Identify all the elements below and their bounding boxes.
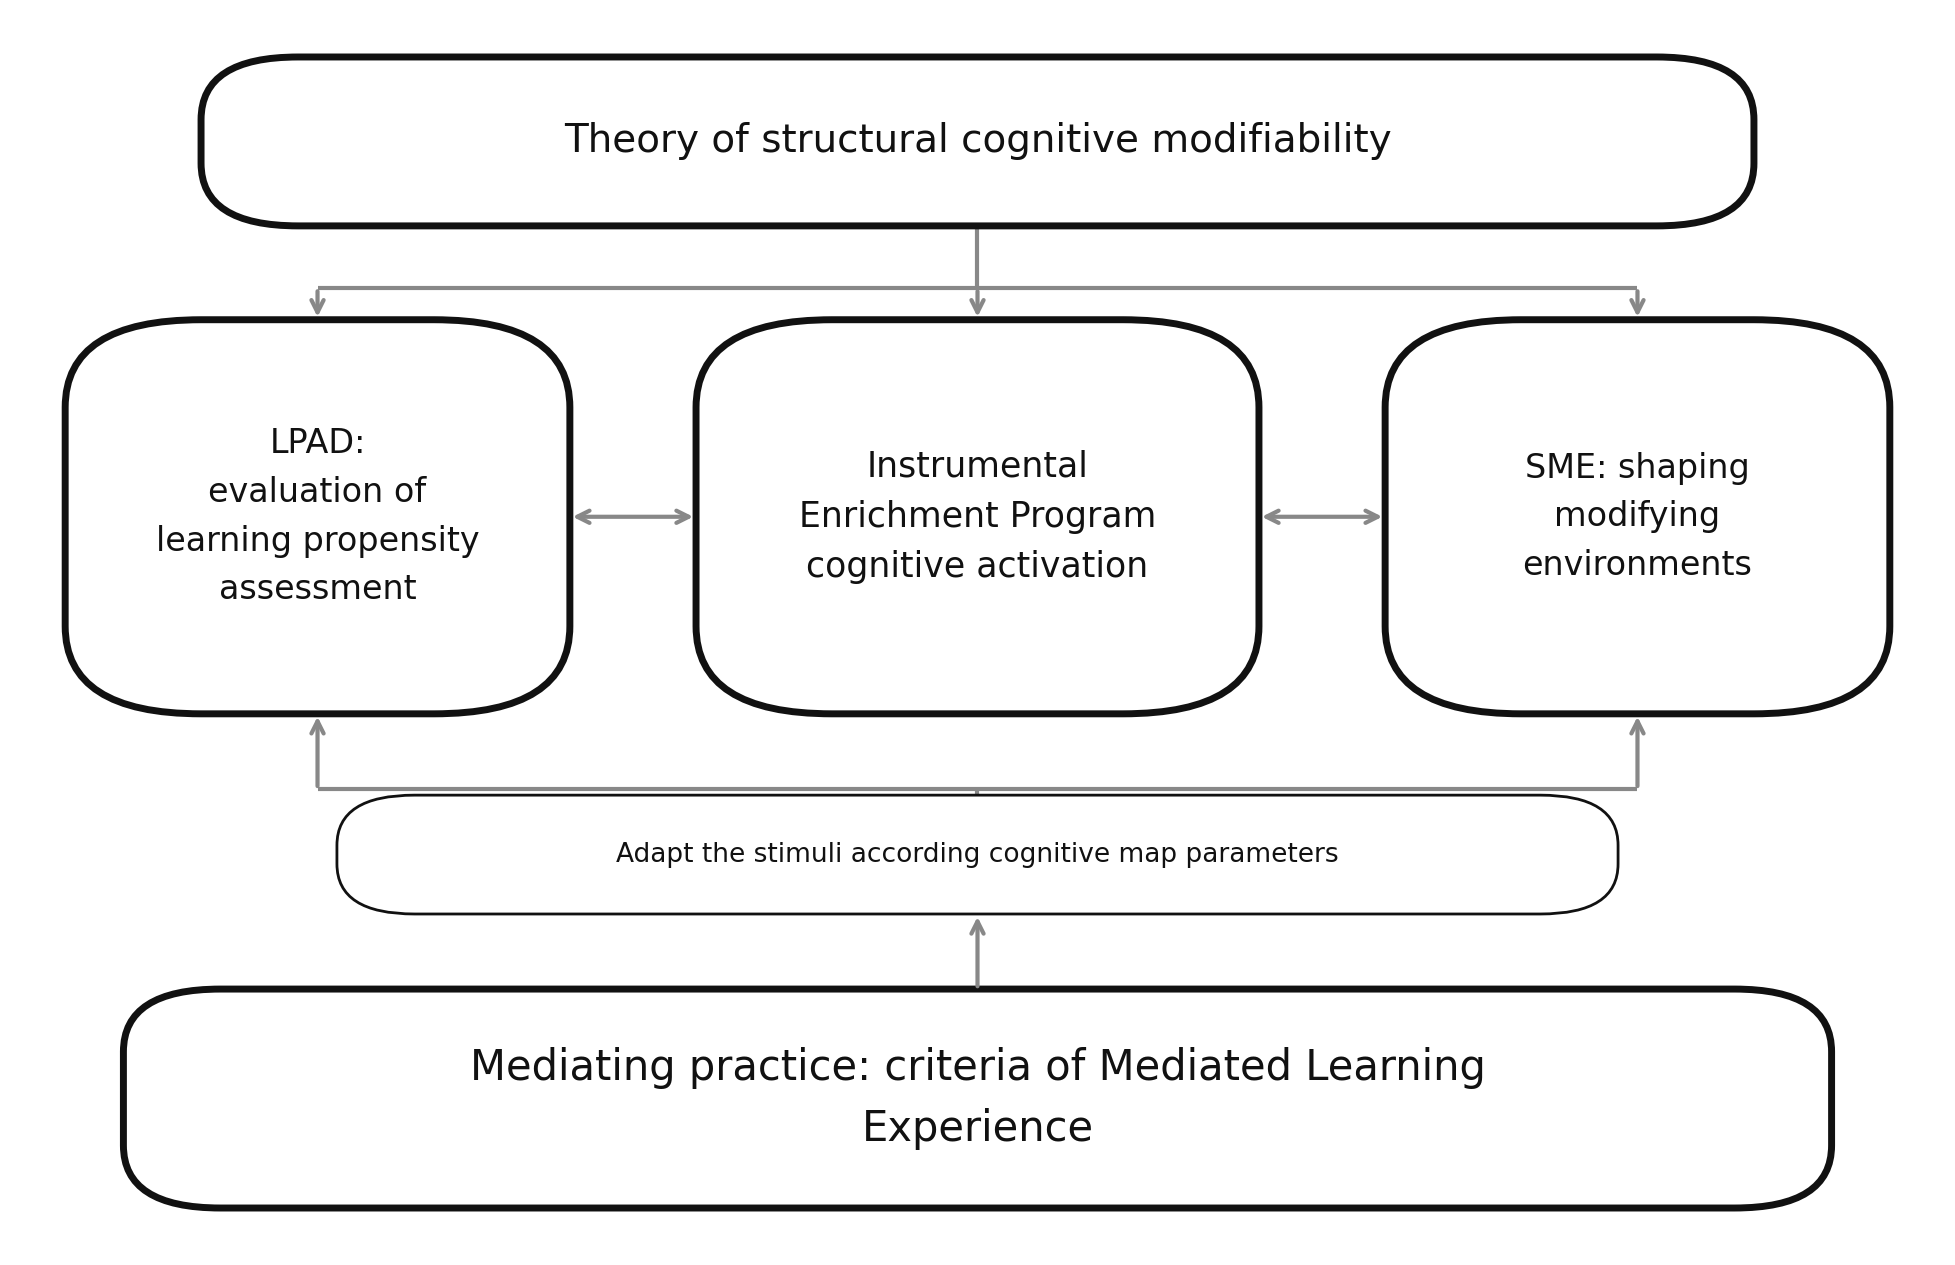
Text: Adapt the stimuli according cognitive map parameters: Adapt the stimuli according cognitive ma… bbox=[616, 841, 1339, 868]
FancyBboxPatch shape bbox=[123, 989, 1832, 1208]
Text: Theory of structural cognitive modifiability: Theory of structural cognitive modifiabi… bbox=[563, 123, 1392, 161]
Text: Mediating practice: criteria of Mediated Learning
Experience: Mediating practice: criteria of Mediated… bbox=[469, 1046, 1486, 1150]
FancyBboxPatch shape bbox=[201, 57, 1754, 226]
FancyBboxPatch shape bbox=[696, 320, 1259, 713]
FancyBboxPatch shape bbox=[1386, 320, 1890, 713]
FancyBboxPatch shape bbox=[336, 796, 1619, 915]
Text: SME: shaping
modifying
environments: SME: shaping modifying environments bbox=[1523, 452, 1752, 582]
Text: LPAD:
evaluation of
learning propensity
assessment: LPAD: evaluation of learning propensity … bbox=[156, 428, 479, 606]
FancyBboxPatch shape bbox=[65, 320, 569, 713]
Text: Instrumental
Enrichment Program
cognitive activation: Instrumental Enrichment Program cognitiv… bbox=[800, 449, 1155, 584]
